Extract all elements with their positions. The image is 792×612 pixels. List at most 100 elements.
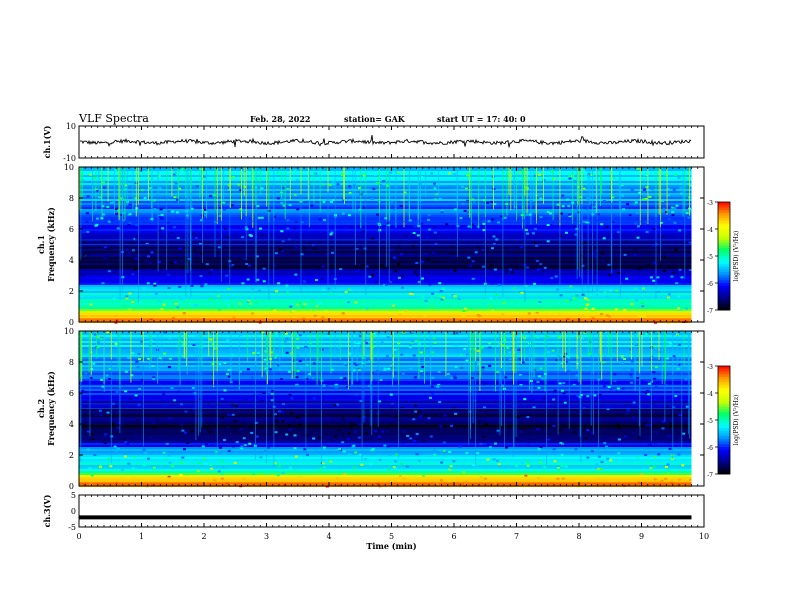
spectrogram-cell	[350, 427, 354, 430]
spectrogram-cell	[633, 424, 637, 427]
spectrogram-cell	[125, 443, 129, 446]
spectrogram-cell	[282, 187, 286, 190]
spectrogram-cell	[92, 362, 96, 365]
spectrogram-cell	[154, 463, 157, 466]
spectrogram-cell	[439, 430, 443, 433]
spectrogram-cell	[170, 231, 174, 234]
spectrogram-cell	[181, 429, 185, 432]
spectrogram-cell	[605, 295, 609, 298]
spectrogram-cell	[348, 191, 352, 194]
spectrogram-cell	[136, 419, 139, 422]
colorbar-segment	[718, 441, 730, 445]
spectrogram-cell	[226, 431, 230, 434]
spectrogram-cell	[226, 426, 230, 429]
spectrogram-cell	[479, 442, 483, 445]
spectrogram-cell	[471, 377, 474, 379]
spectrogram-cell	[128, 203, 132, 206]
spectrogram-cell	[98, 465, 102, 468]
colorbar-segment	[718, 258, 730, 262]
spectrogram-cell	[625, 277, 629, 280]
spectrogram-cell	[88, 467, 92, 470]
spectrogram-cell	[413, 225, 417, 228]
spectrogram-band	[79, 275, 692, 277]
spectrogram-cell	[286, 227, 290, 230]
spectrogram-band	[79, 191, 692, 193]
spectrogram-cell	[537, 448, 541, 451]
spectrogram-cell	[466, 199, 470, 202]
spectrogram-cell	[593, 256, 597, 259]
spectrogram-cell	[293, 469, 297, 471]
colorbar-segment	[718, 215, 730, 219]
spectrogram-cell	[113, 445, 117, 448]
spectrogram-band	[79, 299, 692, 301]
spectrogram-cell	[586, 429, 590, 432]
spectrogram-cell	[448, 252, 452, 255]
spectrogram-cell	[251, 408, 255, 411]
spectrogram-cell	[389, 171, 393, 174]
spectrogram-cell	[135, 360, 139, 363]
spectrogram-cell	[167, 205, 171, 208]
spectrogram-cell	[484, 423, 488, 426]
spectrogram-cell	[441, 287, 445, 290]
spectrogram-cell	[649, 276, 653, 279]
spectrogram-cell	[357, 415, 361, 418]
spectrogram-cell	[247, 264, 251, 267]
spectrogram-cell	[375, 369, 379, 372]
spectrogram-cell	[167, 210, 171, 213]
spectrogram-cell	[321, 183, 325, 186]
spectrogram-cell	[420, 222, 424, 225]
spectrogram-cell	[123, 455, 127, 458]
spectrogram-cell	[644, 173, 648, 176]
spectrogram-cell	[443, 414, 447, 417]
spectrogram-cell	[655, 289, 659, 292]
spectrogram-cell	[359, 341, 363, 344]
spectrogram-band	[79, 335, 692, 337]
spectrogram-cell	[622, 208, 626, 211]
spectrogram-band	[79, 291, 692, 293]
spectrogram-cell	[518, 373, 522, 376]
spectrogram-cell	[140, 378, 144, 381]
spectrogram-cell	[644, 391, 648, 394]
spectrogram-cell	[161, 227, 165, 230]
spectrogram-cell	[606, 457, 610, 460]
spectrogram-cell	[239, 189, 243, 192]
spectrogram-cell	[433, 187, 437, 190]
spectrogram-cell	[148, 218, 152, 221]
spectrogram-cell	[178, 187, 181, 190]
spectrogram-cell	[241, 282, 245, 285]
spectrogram-cell	[154, 292, 158, 295]
spectrogram-cell	[518, 334, 522, 337]
spectrogram-band	[79, 207, 692, 209]
spectrogram-cell	[310, 300, 314, 303]
spectrogram-cell	[332, 199, 336, 201]
colorbar-tick-label: -5	[707, 418, 713, 425]
spectrogram-cell	[547, 438, 550, 441]
spectrogram-cell	[556, 203, 560, 206]
spectrogram-cell	[130, 374, 134, 377]
colorbar-segment	[718, 274, 730, 279]
spectrogram-cell	[267, 441, 270, 444]
spectrogram-cell	[539, 177, 542, 180]
spectrogram-cell	[413, 376, 417, 379]
spectrogram-cell	[267, 446, 270, 449]
spectrogram-cell	[227, 369, 231, 371]
spectrogram-cell	[538, 173, 542, 176]
spectrogram-cell	[127, 356, 131, 359]
spectrogram-cell	[655, 366, 658, 369]
spectrogram-cell	[128, 213, 132, 216]
spectrogram-cell	[353, 466, 357, 469]
spectrogram-cell	[204, 463, 208, 465]
spectrogram-cell	[415, 274, 419, 277]
spectrogram-cell	[259, 456, 263, 459]
spectrogram-cell	[223, 187, 227, 190]
spectrogram-cell	[601, 260, 605, 263]
spectrogram-cell	[101, 385, 105, 388]
spectrogram-cell	[674, 249, 678, 252]
spectrogram-cell	[587, 352, 591, 355]
spectrogram-cell	[166, 273, 170, 276]
spectrogram-cell	[205, 263, 209, 266]
spectrogram-band	[79, 397, 692, 399]
spectrogram-cell	[602, 237, 606, 240]
spectrogram-cell	[125, 295, 129, 298]
